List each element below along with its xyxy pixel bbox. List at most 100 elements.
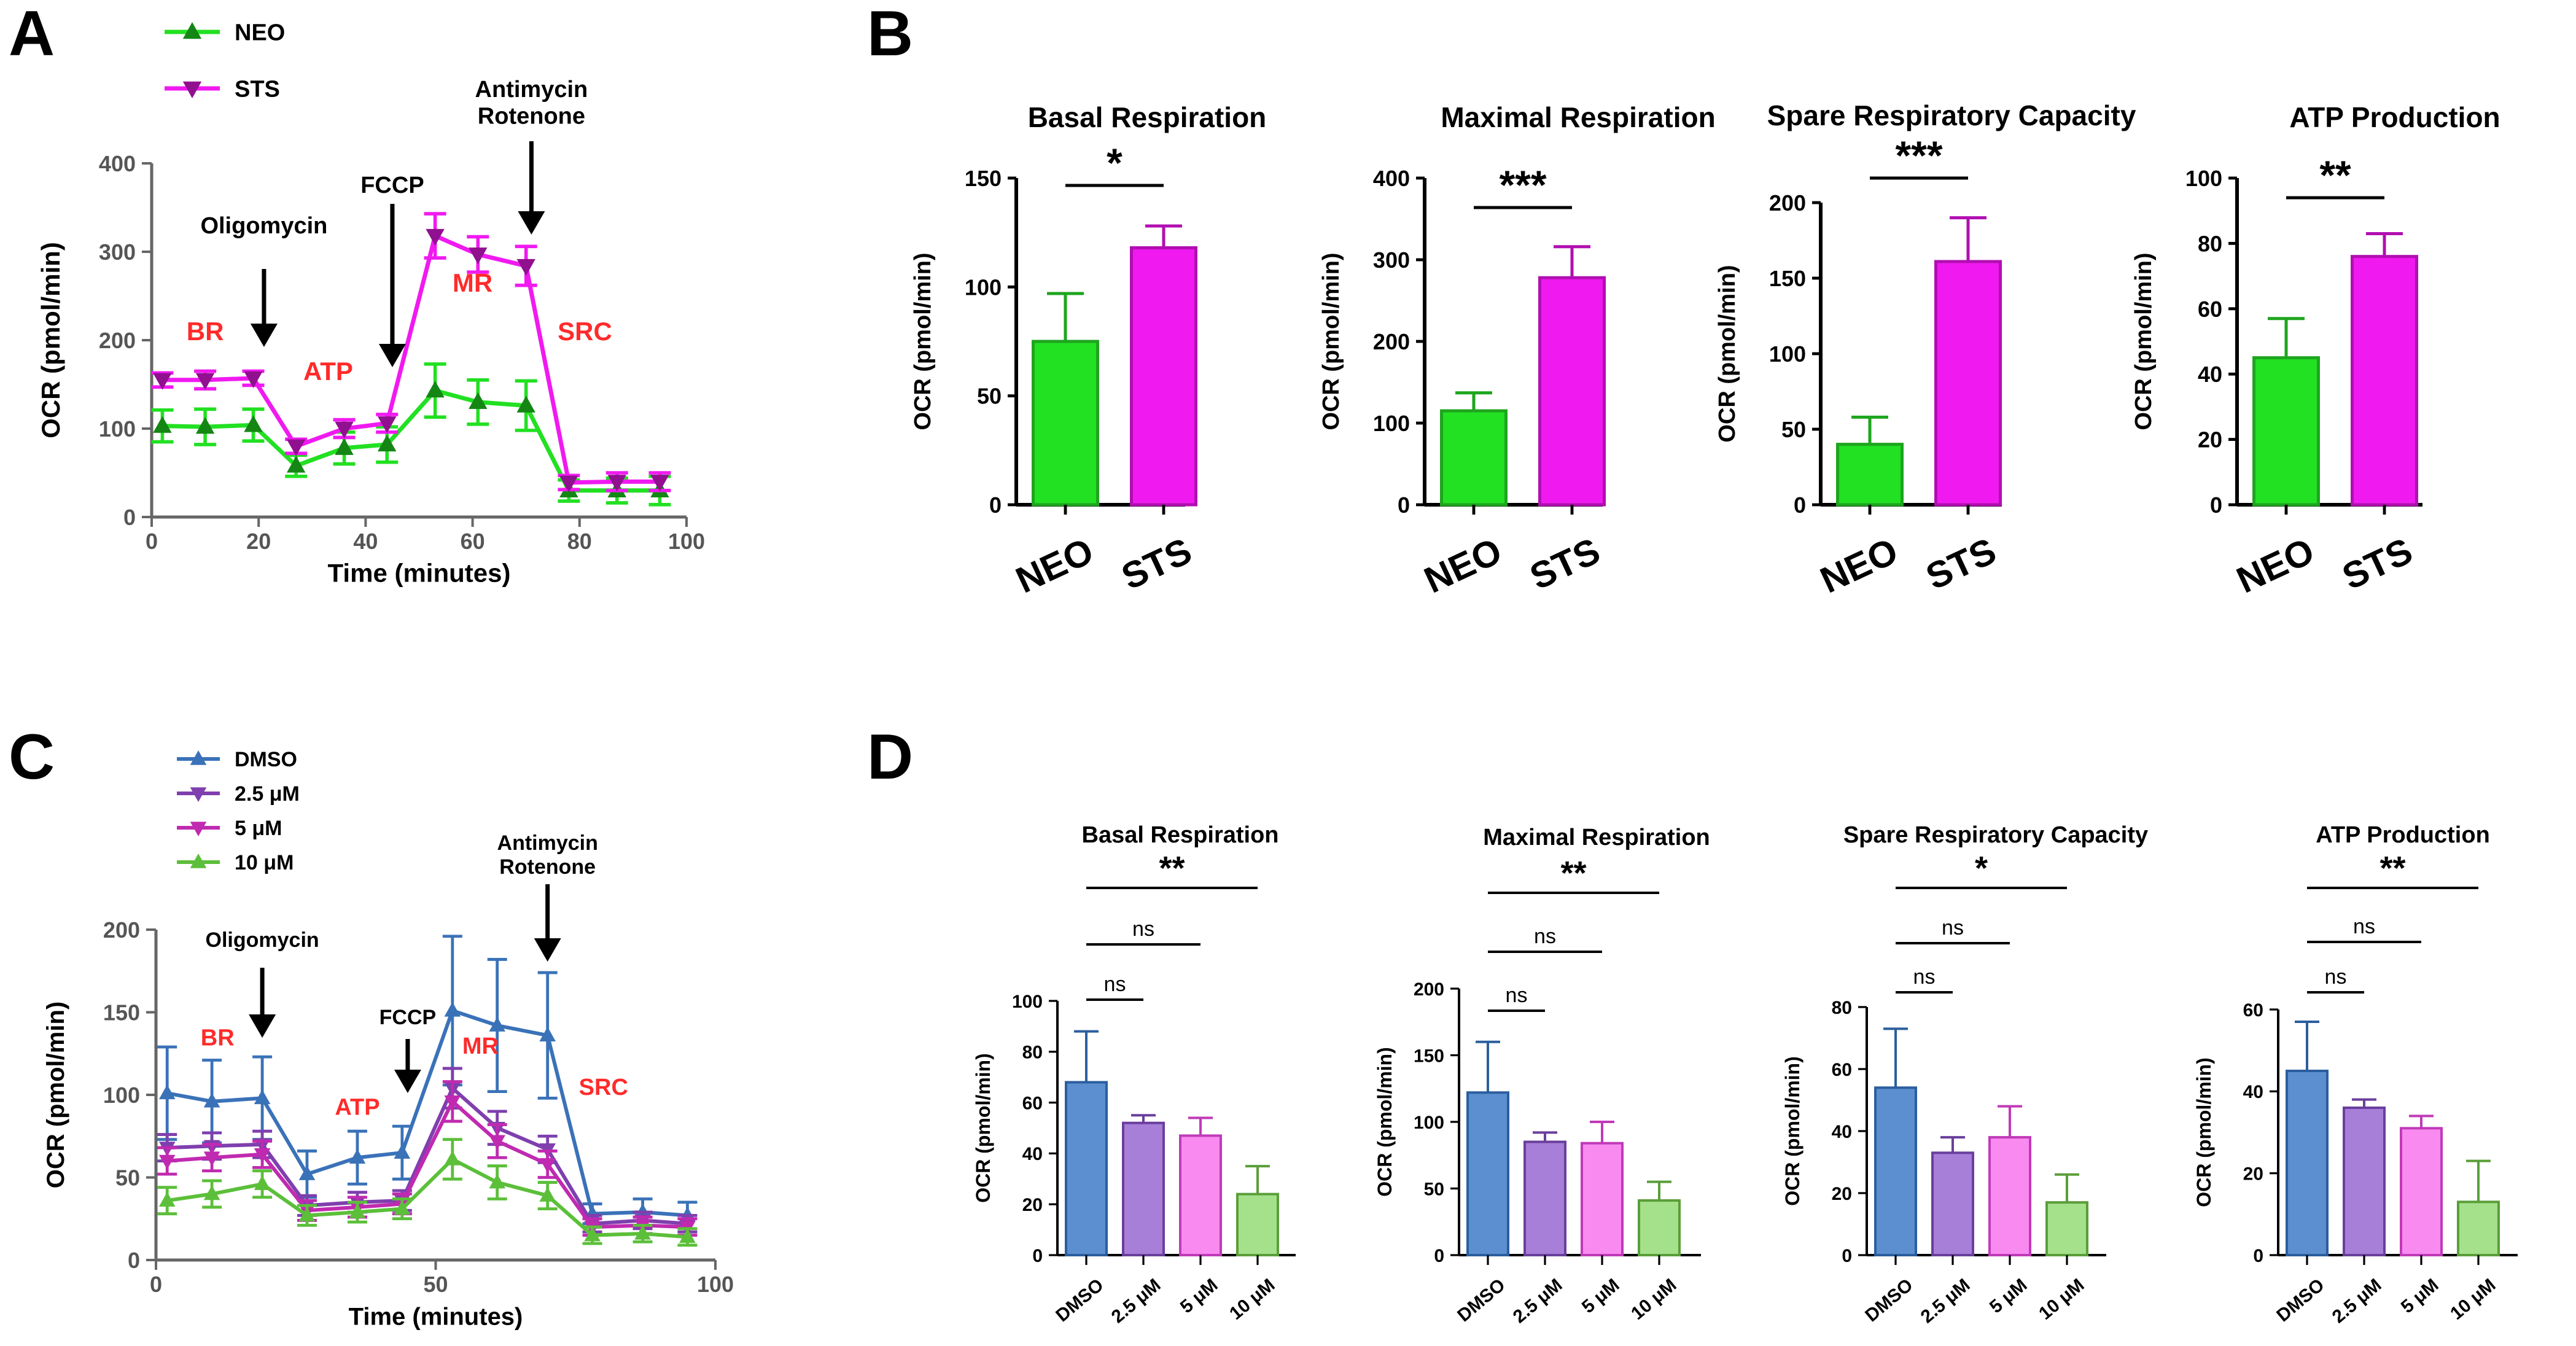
comparison-label: ns bbox=[2353, 915, 2375, 938]
arrow-head bbox=[534, 938, 561, 962]
panel-label-b: B bbox=[867, 0, 913, 69]
y-tick-label: 150 bbox=[1769, 266, 1806, 291]
comparison-label: ns bbox=[1104, 973, 1126, 996]
data-point bbox=[539, 1158, 556, 1173]
data-point bbox=[158, 1084, 176, 1100]
arrow-head bbox=[518, 211, 545, 235]
y-axis-label: OCR (pmol/min) bbox=[2193, 1057, 2215, 1207]
y-tick-label: 50 bbox=[115, 1165, 140, 1190]
legend-marker bbox=[190, 854, 207, 868]
series-line bbox=[162, 388, 660, 493]
y-tick-label: 100 bbox=[1012, 992, 1043, 1012]
subplot-title: ATP Production bbox=[2316, 822, 2490, 848]
legend-marker bbox=[190, 822, 207, 836]
y-axis-label: OCR (pmol/min) bbox=[36, 242, 65, 438]
comparison-label: ns bbox=[1913, 965, 1936, 989]
y-tick-label: 200 bbox=[1373, 329, 1410, 354]
data-point bbox=[286, 439, 306, 456]
data-point bbox=[559, 475, 578, 492]
y-tick-label: 20 bbox=[2243, 1164, 2263, 1184]
bar bbox=[2457, 1200, 2500, 1257]
y-axis-label: OCR (pmol/min) bbox=[1318, 252, 1344, 430]
data-point bbox=[539, 1187, 556, 1202]
phase-label: BR bbox=[201, 1025, 235, 1051]
y-tick-label: 80 bbox=[2198, 231, 2222, 256]
data-point bbox=[286, 456, 306, 473]
subplot-title: Maximal Respiration bbox=[1441, 101, 1715, 133]
y-tick-label: 0 bbox=[2210, 492, 2222, 518]
panel-label-c: C bbox=[9, 722, 55, 793]
data-point bbox=[203, 1185, 220, 1200]
legend-marker bbox=[190, 787, 207, 802]
bar bbox=[1638, 1199, 1681, 1257]
category-label: DMSO bbox=[1861, 1275, 1916, 1326]
y-tick-label: 0 bbox=[1794, 492, 1806, 518]
category-label: 2.5 μM bbox=[2329, 1275, 2386, 1327]
data-point bbox=[607, 475, 626, 492]
comparison-label: ** bbox=[1560, 855, 1586, 892]
legend-marker bbox=[182, 22, 202, 39]
bar bbox=[1236, 1192, 1279, 1257]
data-point bbox=[469, 392, 488, 409]
arrow-label: Oligomycin bbox=[206, 928, 319, 952]
bar-subplot: 0 20 40 60 80 100 Basal Respiration OCR (pmol/m… bbox=[972, 822, 1296, 1327]
bar-subplot: 0 50 100 150 Basal Respiration OCR (pmol/min)… bbox=[910, 101, 1266, 601]
y-axis-label: OCR (pmol/min) bbox=[42, 1002, 69, 1188]
y-tick-label: 0 bbox=[1398, 492, 1410, 518]
arrow-head bbox=[378, 344, 406, 367]
category-label: 10 μM bbox=[1627, 1275, 1680, 1324]
y-tick-label: 100 bbox=[965, 274, 1002, 300]
legend-label: 10 μM bbox=[235, 851, 294, 874]
panel-label-d: D bbox=[867, 722, 913, 793]
bar-subplot: 0 20 40 60 80 Spare Respiratory Capacity OCR (… bbox=[1781, 822, 2148, 1327]
comparison-label: ns bbox=[2325, 965, 2347, 989]
series-line bbox=[166, 1008, 688, 1218]
data-point bbox=[335, 438, 354, 455]
category-label: DMSO bbox=[1453, 1275, 1509, 1326]
arrow-label: FCCP bbox=[379, 1006, 437, 1029]
bar bbox=[1130, 246, 1197, 507]
data-point bbox=[516, 259, 535, 276]
data-point bbox=[378, 434, 397, 452]
category-label: STS bbox=[1523, 530, 1606, 597]
data-point bbox=[469, 247, 488, 265]
y-tick-label: 60 bbox=[2243, 1000, 2263, 1021]
legend-label: NEO bbox=[235, 20, 285, 46]
category-label: STS bbox=[1115, 530, 1197, 597]
data-point bbox=[426, 381, 445, 398]
series-line bbox=[162, 233, 660, 485]
y-tick-label: 40 bbox=[2198, 362, 2222, 387]
data-point bbox=[394, 1144, 411, 1159]
phase-label: MR bbox=[453, 268, 492, 297]
phase-label: MR bbox=[462, 1033, 499, 1059]
bar bbox=[1988, 1136, 2031, 1256]
bar bbox=[1931, 1151, 1974, 1256]
bar bbox=[1523, 1140, 1566, 1257]
series-10-m bbox=[157, 1138, 698, 1247]
legend-label: 2.5 μM bbox=[235, 782, 300, 806]
data-point bbox=[516, 395, 535, 413]
y-tick-label: 200 bbox=[103, 917, 140, 943]
category-label: 10 μM bbox=[2446, 1275, 2499, 1324]
data-point bbox=[426, 228, 445, 246]
y-tick-label: 100 bbox=[1373, 411, 1410, 436]
category-label: NEO bbox=[1418, 530, 1508, 601]
y-tick-label: 40 bbox=[1832, 1122, 1852, 1142]
data-point bbox=[153, 416, 172, 433]
bar bbox=[1032, 340, 1099, 507]
panel-a-timecourse: 0 100 200 300 400 0 20 40 60 80 100 Time (minutes) O… bbox=[36, 20, 705, 588]
significance-label: * bbox=[1107, 140, 1123, 185]
data-point bbox=[298, 1207, 316, 1222]
panel-b-bar-charts: 0 50 100 150 Basal Respiration OCR (pmol/min)… bbox=[910, 99, 2500, 601]
data-point bbox=[584, 1226, 601, 1242]
y-tick-label: 0 bbox=[128, 1248, 140, 1273]
y-tick-label: 150 bbox=[965, 166, 1002, 191]
y-tick-label: 20 bbox=[1022, 1195, 1043, 1215]
bar bbox=[1934, 260, 2002, 507]
subplot-title: Basal Respiration bbox=[1028, 101, 1267, 133]
bar bbox=[2400, 1127, 2443, 1257]
phase-label: SRC bbox=[558, 317, 612, 346]
y-tick-label: 60 bbox=[1022, 1093, 1043, 1113]
category-label: 2.5 μM bbox=[1509, 1275, 1566, 1327]
panel-label-a: A bbox=[9, 0, 55, 69]
